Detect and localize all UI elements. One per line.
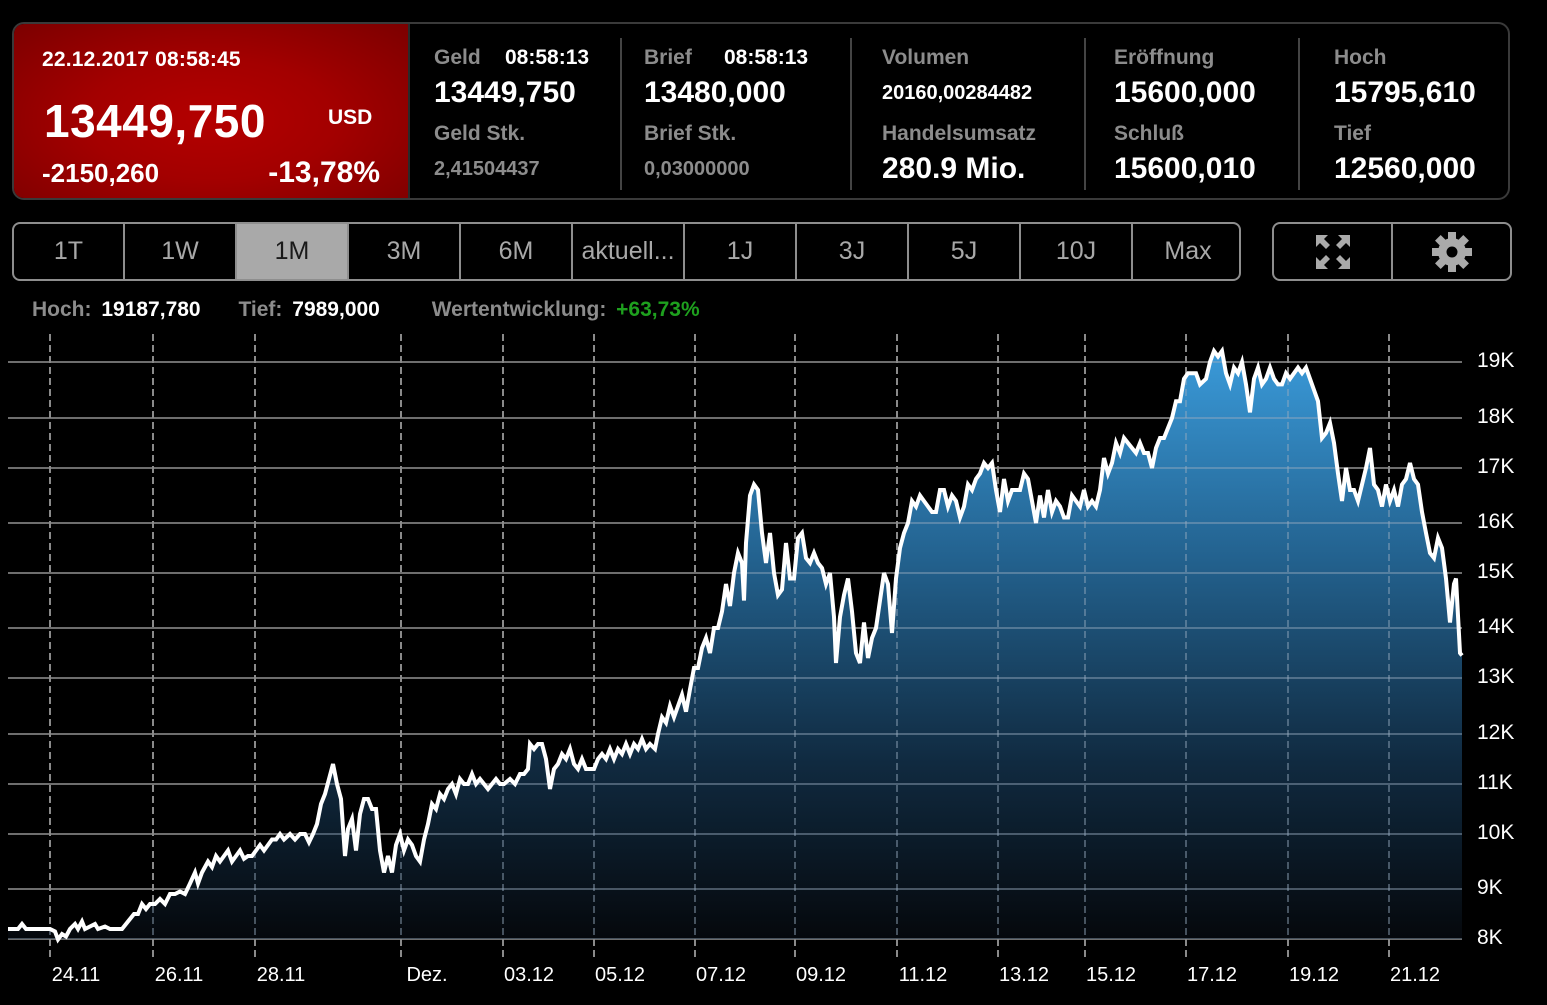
x-tick-label: 28.11 bbox=[256, 964, 306, 986]
x-tick-label: 11.12 bbox=[898, 964, 948, 986]
y-tick-label: 18K bbox=[1477, 405, 1515, 428]
fullscreen-arrows-icon bbox=[1315, 234, 1350, 269]
tab-max[interactable]: Max bbox=[1164, 237, 1212, 265]
quote-panel: 22.12.2017 08:58:45 13449,750 USD -2150,… bbox=[12, 22, 1510, 200]
geld-stk-value: 2,41504437 bbox=[434, 158, 540, 180]
price-box: 22.12.2017 08:58:45 13449,750 USD -2150,… bbox=[14, 24, 410, 198]
y-tick-label: 19K bbox=[1477, 349, 1515, 372]
x-tick-label: 09.12 bbox=[795, 964, 847, 986]
quote-timestamp: 22.12.2017 08:58:45 bbox=[42, 48, 241, 71]
column-divider bbox=[1084, 38, 1086, 190]
x-tick-label: 26.11 bbox=[154, 964, 204, 986]
brief-stk-value: 0,03000000 bbox=[644, 158, 750, 180]
y-tick-label: 10K bbox=[1477, 821, 1515, 844]
eroeffnung-label: Eröffnung bbox=[1114, 46, 1215, 69]
y-tick-label: 15K bbox=[1477, 560, 1515, 583]
price-chart[interactable]: 19K 18K 17K 16K 15K 14K 13K 12K 11K 10K 9K 8K 24.11… bbox=[0, 326, 1547, 1005]
price-line bbox=[8, 346, 1464, 944]
tab-10j[interactable]: 10J bbox=[1021, 224, 1133, 279]
performance-value: +63,73% bbox=[616, 298, 700, 321]
y-tick-label: 11K bbox=[1477, 771, 1513, 794]
y-tick-label: 13K bbox=[1477, 665, 1515, 688]
x-tick-label: 03.12 bbox=[503, 964, 555, 986]
brief-value: 13480,000 bbox=[644, 76, 786, 109]
column-divider bbox=[1298, 38, 1300, 190]
change-percent: -13,78% bbox=[268, 156, 380, 189]
tab-5j[interactable]: 5J bbox=[909, 224, 1021, 279]
gear-icon bbox=[1431, 231, 1472, 272]
schluss-value: 15600,010 bbox=[1114, 152, 1256, 185]
x-tick-label: Dez. bbox=[406, 964, 448, 986]
brief-stk-label: Brief Stk. bbox=[644, 122, 737, 145]
settings-button[interactable] bbox=[1393, 224, 1510, 279]
y-tick-label: 12K bbox=[1477, 721, 1515, 744]
period-low-label: Tief: bbox=[238, 298, 283, 321]
geld-label: Geld bbox=[434, 46, 481, 69]
x-tick-label: 19.12 bbox=[1288, 964, 1340, 986]
brief-time: 08:58:13 bbox=[724, 46, 809, 69]
geld-column: Geld 08:58:13 13449,750 Geld Stk. 2,4150… bbox=[410, 24, 620, 198]
currency-label: USD bbox=[328, 106, 373, 129]
volume-column: Volumen 20160,00284482 Handelsumsatz 280… bbox=[850, 24, 1084, 198]
brief-column: Brief 08:58:13 13480,000 Brief Stk. 0,03… bbox=[620, 24, 850, 198]
x-tick-label: 21.12 bbox=[1389, 964, 1441, 986]
eroeffnung-value: 15600,000 bbox=[1114, 76, 1256, 109]
y-tick-label: 14K bbox=[1477, 615, 1515, 638]
column-divider bbox=[850, 38, 852, 190]
change-absolute: -2150,260 bbox=[42, 158, 160, 188]
high-low-column: Hoch 15795,610 Tief 12560,000 bbox=[1298, 24, 1508, 198]
handelsumsatz-label: Handelsumsatz bbox=[882, 122, 1037, 145]
chart-stats: Hoch: 19187,780 Tief: 7989,000 Wertentwi… bbox=[32, 298, 700, 322]
x-tick-label: 07.12 bbox=[695, 964, 747, 986]
last-price: 13449,750 bbox=[44, 95, 266, 147]
x-tick-label: 17.12 bbox=[1186, 964, 1238, 986]
geld-value: 13449,750 bbox=[434, 76, 576, 109]
price-area-chart bbox=[8, 334, 1464, 957]
x-tick-label: 13.12 bbox=[998, 964, 1050, 986]
y-tick-label: 16K bbox=[1477, 510, 1515, 533]
tab-1m[interactable]: 1M bbox=[237, 224, 349, 279]
period-high-label: Hoch: bbox=[32, 298, 92, 321]
x-tick-label: 05.12 bbox=[594, 964, 646, 986]
geld-stk-label: Geld Stk. bbox=[434, 122, 526, 145]
x-tick-label: 24.11 bbox=[51, 964, 101, 986]
volumen-value: 20160,00284482 bbox=[882, 82, 1033, 104]
tab-1t[interactable]: 1T bbox=[14, 224, 125, 279]
brief-label: Brief bbox=[644, 46, 692, 69]
tab-3m[interactable]: 3M bbox=[349, 224, 461, 279]
tab-1j[interactable]: 1J bbox=[685, 224, 797, 279]
period-low-value: 7989,000 bbox=[292, 298, 380, 321]
tab-6m[interactable]: 6M bbox=[461, 224, 573, 279]
hoch-value: 15795,610 bbox=[1334, 76, 1476, 109]
geld-time: 08:58:13 bbox=[505, 46, 590, 69]
y-tick-label: 17K bbox=[1477, 455, 1515, 478]
y-tick-label: 8K bbox=[1477, 926, 1503, 949]
open-close-column: Eröffnung 15600,000 Schluß 15600,010 bbox=[1084, 24, 1298, 198]
hoch-label: Hoch bbox=[1334, 46, 1387, 69]
tab-1w[interactable]: 1W bbox=[125, 224, 237, 279]
chart-tools bbox=[1272, 222, 1512, 281]
tief-value: 12560,000 bbox=[1334, 152, 1476, 185]
tab-aktuelles-jahr[interactable]: aktuell... bbox=[573, 224, 685, 279]
tab-3j[interactable]: 3J bbox=[797, 224, 909, 279]
period-high-value: 19187,780 bbox=[101, 298, 201, 321]
column-divider bbox=[620, 38, 622, 190]
performance-label: Wertentwicklung: bbox=[431, 298, 607, 321]
handelsumsatz-value: 280.9 Mio. bbox=[882, 152, 1026, 185]
volumen-label: Volumen bbox=[882, 46, 970, 69]
fullscreen-button[interactable] bbox=[1274, 224, 1393, 279]
time-range-selector: 1T 1W 1M 3M 6M aktuell... 1J 3J 5J 10J M… bbox=[12, 222, 1241, 281]
tief-label: Tief bbox=[1334, 122, 1371, 145]
x-tick-label: 15.12 bbox=[1085, 964, 1137, 986]
y-tick-label: 9K bbox=[1477, 876, 1503, 899]
schluss-label: Schluß bbox=[1114, 122, 1185, 145]
